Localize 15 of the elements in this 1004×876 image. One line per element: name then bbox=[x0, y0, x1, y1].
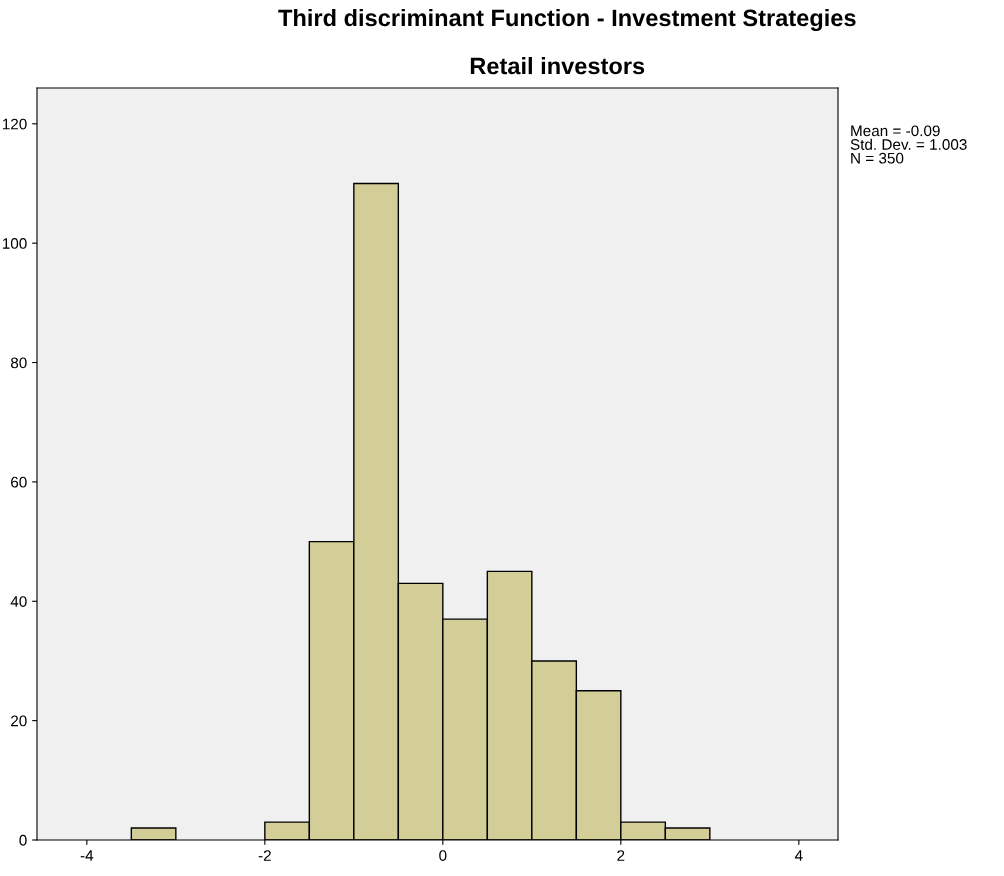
x-tick-label: -4 bbox=[80, 850, 94, 861]
y-tick-label: 60 bbox=[11, 476, 27, 488]
chart-subtitle: Retail investors bbox=[470, 57, 645, 75]
y-tick-label: 80 bbox=[10, 357, 27, 369]
y-tick-label: 100 bbox=[2, 238, 27, 249]
text: Mean = -0.09 Std. Dev. = 1.003 N = 350 bbox=[850, 125, 967, 164]
y-tick-label: 40 bbox=[10, 596, 27, 607]
x-tick-label: -2 bbox=[258, 850, 271, 861]
x-tick-label: 0 bbox=[439, 850, 447, 861]
y-tick-label: 20 bbox=[11, 715, 27, 727]
chart-title: Third discriminant Function - Investment Strategies bbox=[278, 8, 856, 32]
y-tick-label: 0 bbox=[19, 834, 27, 846]
y-tick-label: 120 bbox=[2, 118, 27, 130]
x-tick-label: 4 bbox=[794, 850, 803, 861]
x-tick-label: 2 bbox=[617, 850, 625, 861]
